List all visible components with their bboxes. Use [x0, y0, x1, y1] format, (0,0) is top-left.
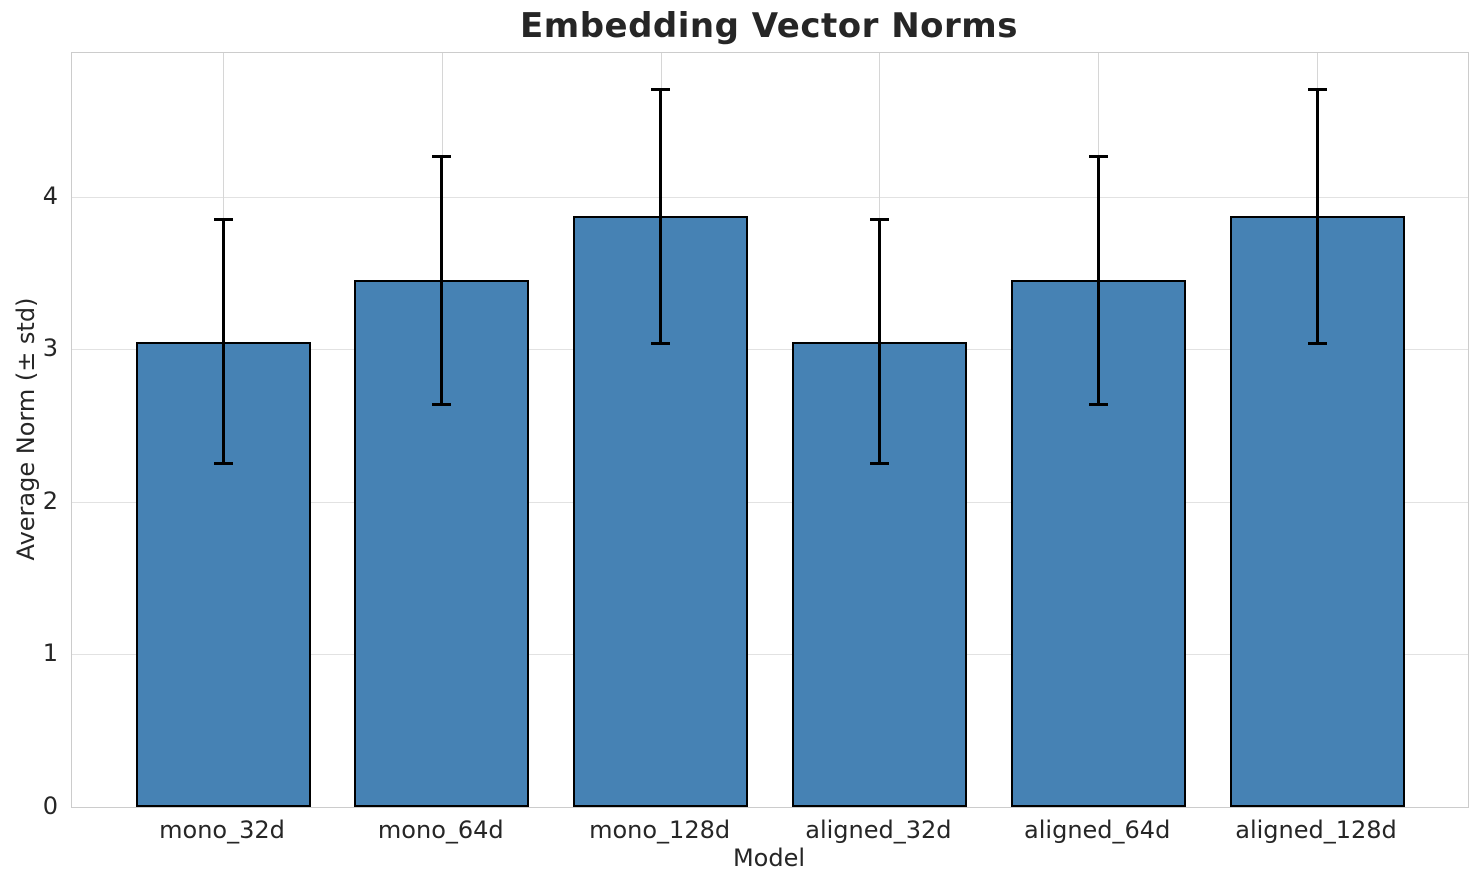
errorbar-cap-bottom-mono_128d — [651, 341, 671, 345]
y-tick-label-4: 4 — [42, 181, 58, 210]
y-tick-label-1: 1 — [42, 639, 58, 668]
errorbar-cap-top-aligned_128d — [1307, 88, 1327, 92]
x-tick-label-mono_64d: mono_64d — [377, 816, 504, 844]
gridline-horizontal-2 — [72, 501, 1468, 503]
x-tick-label-aligned_32d: aligned_32d — [805, 816, 952, 844]
chart-title: Embedding Vector Norms — [520, 6, 1018, 46]
bar-aligned_64d — [1010, 280, 1186, 807]
errorbar-line-mono_32d — [221, 219, 225, 464]
x-axis-label: Model — [732, 844, 806, 872]
x-tick-label-mono_128d: mono_128d — [589, 816, 731, 844]
errorbar-line-aligned_128d — [1315, 89, 1319, 343]
y-tick-label-2: 2 — [42, 486, 58, 515]
errorbar-cap-bottom-mono_64d — [432, 402, 452, 406]
errorbar-line-mono_128d — [659, 89, 663, 343]
plot-area — [71, 52, 1469, 808]
gridline-horizontal-1 — [72, 654, 1468, 656]
errorbar-cap-bottom-aligned_64d — [1088, 402, 1108, 406]
bar-mono_128d — [573, 216, 749, 807]
x-tick-label-mono_32d: mono_32d — [159, 816, 285, 844]
x-tick-label-aligned_64d: aligned_64d — [1024, 816, 1171, 844]
errorbar-line-mono_64d — [440, 156, 444, 405]
gridline-horizontal-4 — [72, 196, 1468, 198]
errorbar-cap-bottom-aligned_32d — [869, 462, 889, 466]
errorbar-cap-bottom-mono_32d — [213, 462, 233, 466]
errorbar-cap-top-mono_128d — [651, 88, 671, 92]
errorbar-cap-top-mono_64d — [432, 155, 452, 159]
x-tick-label-aligned_128d: aligned_128d — [1235, 816, 1397, 844]
errorbar-line-aligned_32d — [877, 219, 881, 464]
errorbar-cap-top-aligned_64d — [1088, 155, 1108, 159]
y-tick-label-3: 3 — [42, 334, 58, 363]
errorbar-cap-top-mono_32d — [213, 217, 233, 221]
errorbar-cap-bottom-aligned_128d — [1307, 341, 1327, 345]
errorbar-cap-top-aligned_32d — [869, 217, 889, 221]
y-tick-label-0: 0 — [42, 792, 58, 820]
y-axis-label: Average Norm (± std) — [12, 297, 40, 561]
gridline-horizontal-3 — [72, 349, 1468, 351]
errorbar-line-aligned_64d — [1096, 156, 1100, 405]
